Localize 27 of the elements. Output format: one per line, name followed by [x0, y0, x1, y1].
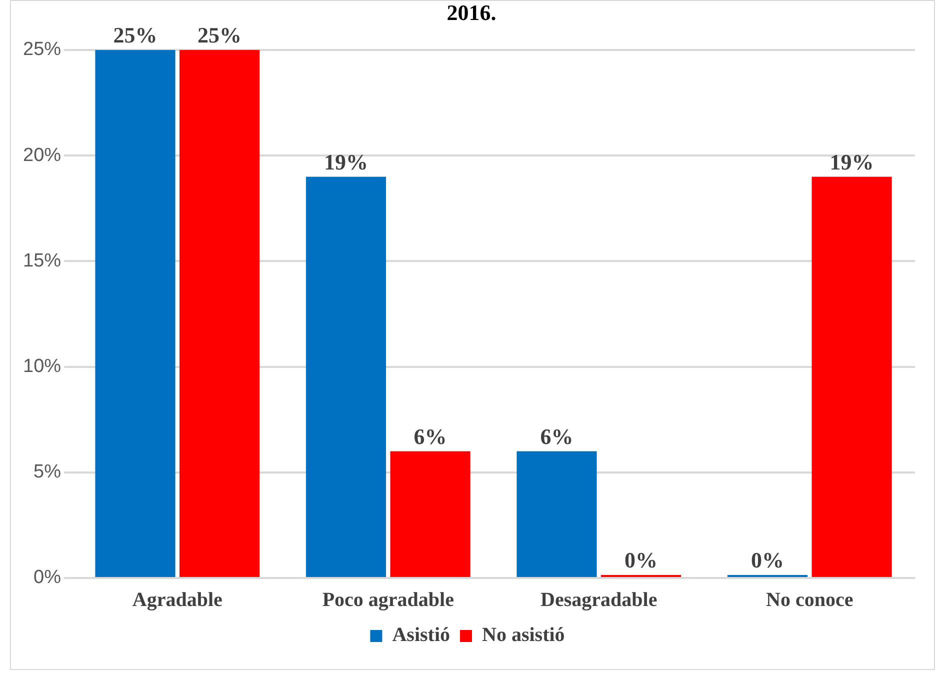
bar — [812, 176, 892, 577]
x-tick-label: No conoce — [766, 589, 854, 612]
bar — [95, 50, 176, 577]
x-tick-label: Desagradable — [540, 589, 658, 612]
y-tick-label: 15% — [22, 250, 62, 272]
y-tick-label: 25% — [22, 39, 62, 60]
y-tick-label: 0% — [34, 567, 62, 588]
bar — [306, 176, 386, 577]
bar — [390, 451, 470, 577]
y-tick-label: 5% — [34, 462, 62, 483]
data-label: 19% — [830, 149, 874, 174]
data-label: 6% — [540, 424, 574, 449]
bar — [180, 50, 260, 577]
x-tick-label: Poco agradable — [322, 589, 454, 612]
data-label: 0% — [624, 548, 658, 573]
data-label: 6% — [414, 424, 447, 449]
bar — [516, 451, 597, 577]
legend-label: Asistió — [392, 624, 450, 646]
y-tick-label: 10% — [22, 356, 62, 378]
y-tick-label: 20% — [22, 144, 62, 166]
x-tick-label: Agradable — [132, 589, 223, 612]
data-label: 19% — [324, 149, 368, 174]
chart-title: 2016. — [446, 0, 496, 25]
legend-label: No asistió — [482, 624, 565, 646]
data-label: 0% — [750, 548, 784, 573]
data-label: 25% — [113, 22, 158, 48]
data-label: 25% — [198, 22, 242, 48]
